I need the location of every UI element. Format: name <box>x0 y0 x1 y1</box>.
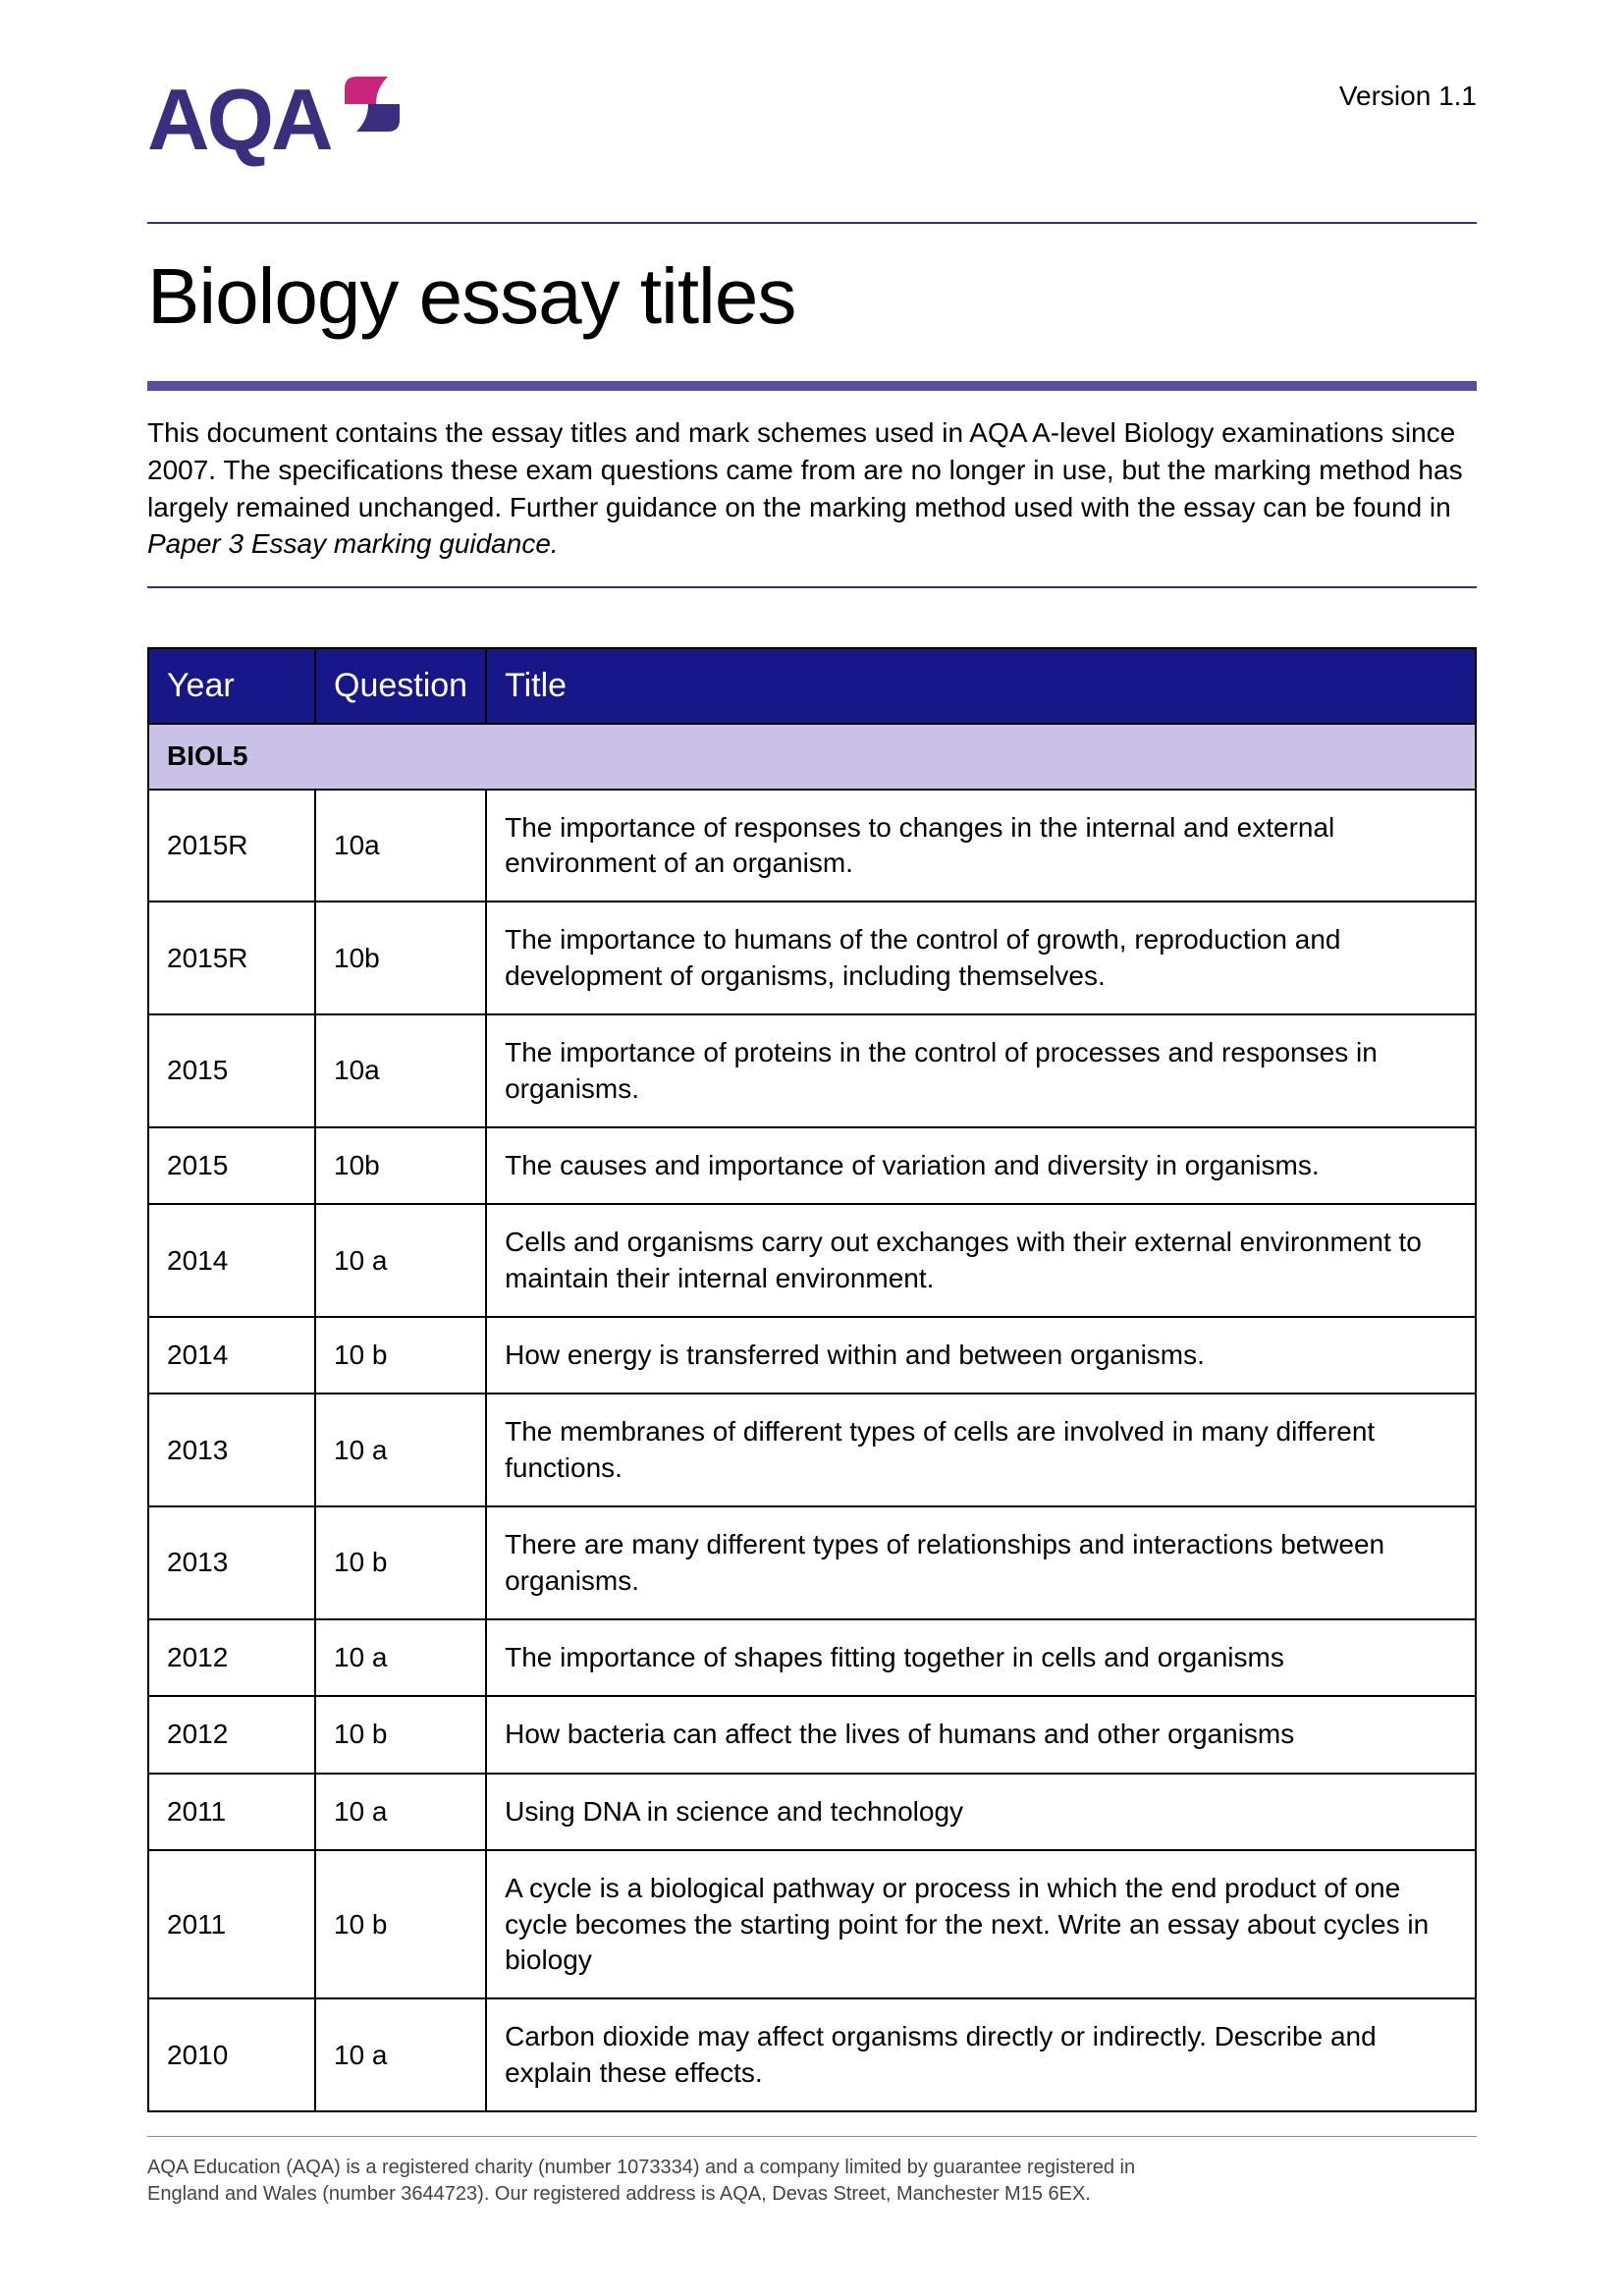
cell-question: 10a <box>315 790 486 902</box>
table-row: 2015R10bThe importance to humans of the … <box>148 902 1476 1014</box>
cell-question: 10 a <box>315 1204 486 1317</box>
logo-text: AQA <box>147 77 331 163</box>
cell-title: There are many different types of relati… <box>486 1506 1476 1619</box>
cell-year: 2011 <box>148 1774 315 1850</box>
intro-italic: Paper 3 Essay marking guidance. <box>147 528 559 559</box>
table-row: 201110 bA cycle is a biological pathway … <box>148 1850 1476 1998</box>
cell-question: 10 a <box>315 1619 486 1696</box>
table-row: 201210 bHow bacteria can affect the live… <box>148 1696 1476 1773</box>
cell-question: 10 a <box>315 1394 486 1506</box>
footer: AQA Education (AQA) is a registered char… <box>147 2136 1477 2208</box>
cell-year: 2015 <box>148 1127 315 1204</box>
cell-year: 2012 <box>148 1619 315 1696</box>
cell-year: 2013 <box>148 1506 315 1619</box>
cell-year: 2015R <box>148 902 315 1014</box>
cell-title: The membranes of different types of cell… <box>486 1394 1476 1506</box>
table-row: 201510aThe importance of proteins in the… <box>148 1014 1476 1127</box>
cell-title: Cells and organisms carry out exchanges … <box>486 1204 1476 1317</box>
page-title: Biology essay titles <box>147 224 1477 381</box>
cell-question: 10 a <box>315 1774 486 1850</box>
header: AQA Version 1.1 <box>147 77 1477 163</box>
essay-table: Year Question Title BIOL5 2015R10aThe im… <box>147 647 1477 2112</box>
cell-year: 2015 <box>148 1014 315 1127</box>
cell-year: 2014 <box>148 1317 315 1394</box>
table-row: 201310 aThe membranes of different types… <box>148 1394 1476 1506</box>
cell-question: 10 b <box>315 1317 486 1394</box>
version-label: Version 1.1 <box>1339 81 1477 112</box>
cell-year: 2014 <box>148 1204 315 1317</box>
logo: AQA <box>147 77 407 163</box>
table-row: 201410 bHow energy is transferred within… <box>148 1317 1476 1394</box>
cell-title: Carbon dioxide may affect organisms dire… <box>486 1998 1476 2111</box>
table-row: 201110 aUsing DNA in science and technol… <box>148 1774 1476 1850</box>
footer-line-2: England and Wales (number 3644723). Our … <box>147 2181 1477 2208</box>
cell-question: 10 a <box>315 1998 486 2111</box>
cell-question: 10b <box>315 1127 486 1204</box>
table-row: 2015R10aThe importance of responses to c… <box>148 790 1476 902</box>
table-row: 201010 aCarbon dioxide may affect organi… <box>148 1998 1476 2111</box>
cell-title: A cycle is a biological pathway or proce… <box>486 1850 1476 1998</box>
cell-question: 10b <box>315 902 486 1014</box>
table-row: 201510bThe causes and importance of vari… <box>148 1127 1476 1204</box>
logo-mark-icon <box>337 69 407 144</box>
cell-title: The importance of proteins in the contro… <box>486 1014 1476 1127</box>
intro-paragraph: This document contains the essay titles … <box>147 391 1477 586</box>
table-row: 201310 bThere are many different types o… <box>148 1506 1476 1619</box>
cell-question: 10 b <box>315 1506 486 1619</box>
table-header-row: Year Question Title <box>148 648 1476 724</box>
cell-year: 2011 <box>148 1850 315 1998</box>
col-header-year: Year <box>148 648 315 724</box>
cell-title: The importance to humans of the control … <box>486 902 1476 1014</box>
cell-year: 2010 <box>148 1998 315 2111</box>
intro-text: This document contains the essay titles … <box>147 417 1463 522</box>
cell-title: Using DNA in science and technology <box>486 1774 1476 1850</box>
col-header-question: Question <box>315 648 486 724</box>
cell-title: How energy is transferred within and bet… <box>486 1317 1476 1394</box>
section-label: BIOL5 <box>148 724 1476 789</box>
cell-year: 2013 <box>148 1394 315 1506</box>
col-header-title: Title <box>486 648 1476 724</box>
cell-title: How bacteria can affect the lives of hum… <box>486 1696 1476 1773</box>
cell-title: The importance of shapes fitting togethe… <box>486 1619 1476 1696</box>
cell-title: The causes and importance of variation a… <box>486 1127 1476 1204</box>
cell-question: 10 b <box>315 1850 486 1998</box>
table-section-row: BIOL5 <box>148 724 1476 789</box>
cell-question: 10a <box>315 1014 486 1127</box>
cell-question: 10 b <box>315 1696 486 1773</box>
divider-intro-bottom <box>147 586 1477 588</box>
divider-thick <box>147 381 1477 391</box>
footer-line-1: AQA Education (AQA) is a registered char… <box>147 2155 1477 2181</box>
cell-year: 2015R <box>148 790 315 902</box>
table-row: 201410 aCells and organisms carry out ex… <box>148 1204 1476 1317</box>
table-row: 201210 aThe importance of shapes fitting… <box>148 1619 1476 1696</box>
cell-title: The importance of responses to changes i… <box>486 790 1476 902</box>
cell-year: 2012 <box>148 1696 315 1773</box>
